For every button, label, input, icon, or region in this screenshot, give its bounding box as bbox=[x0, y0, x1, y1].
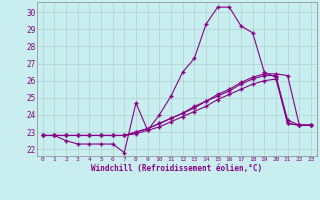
X-axis label: Windchill (Refroidissement éolien,°C): Windchill (Refroidissement éolien,°C) bbox=[91, 164, 262, 173]
